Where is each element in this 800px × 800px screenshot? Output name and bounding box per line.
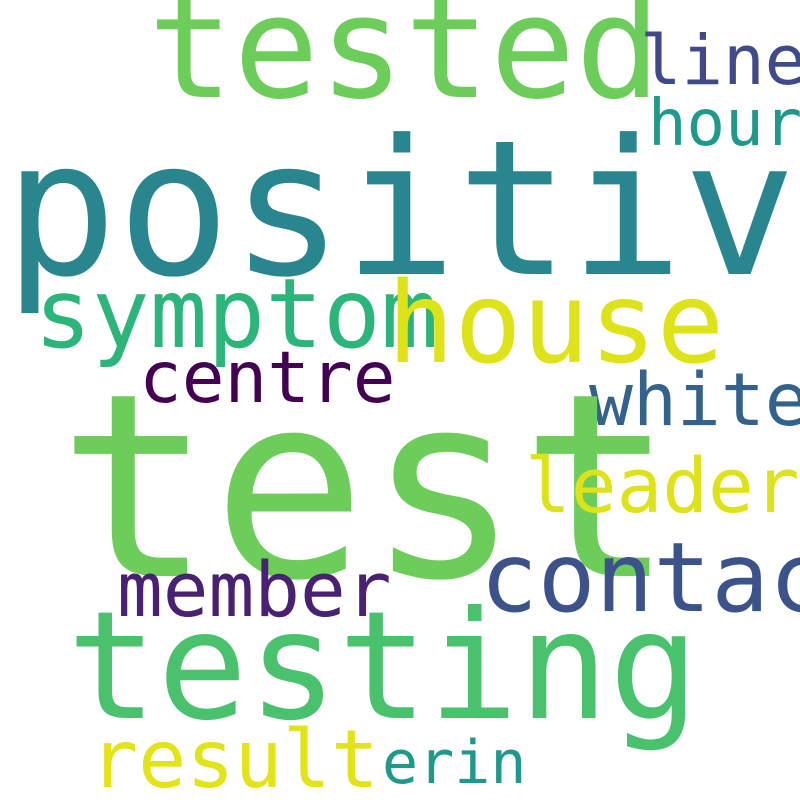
word-test: test	[58, 339, 675, 637]
word-contact: contact	[480, 522, 800, 634]
word-tested: tested	[148, 0, 661, 131]
word-erin: erin	[382, 728, 527, 798]
word-member: member	[117, 545, 392, 634]
word-testing: testing	[67, 580, 700, 754]
word-white: white	[589, 358, 800, 443]
word-positive: positive	[4, 100, 800, 319]
word-house: house	[387, 259, 725, 389]
word-centre: centre	[139, 336, 396, 419]
word-line: line	[640, 21, 800, 101]
word-result: result	[90, 713, 379, 800]
word-leader: leader	[525, 441, 800, 530]
word-symptom: symptom	[34, 258, 439, 370]
word-hour: hour	[648, 87, 800, 161]
